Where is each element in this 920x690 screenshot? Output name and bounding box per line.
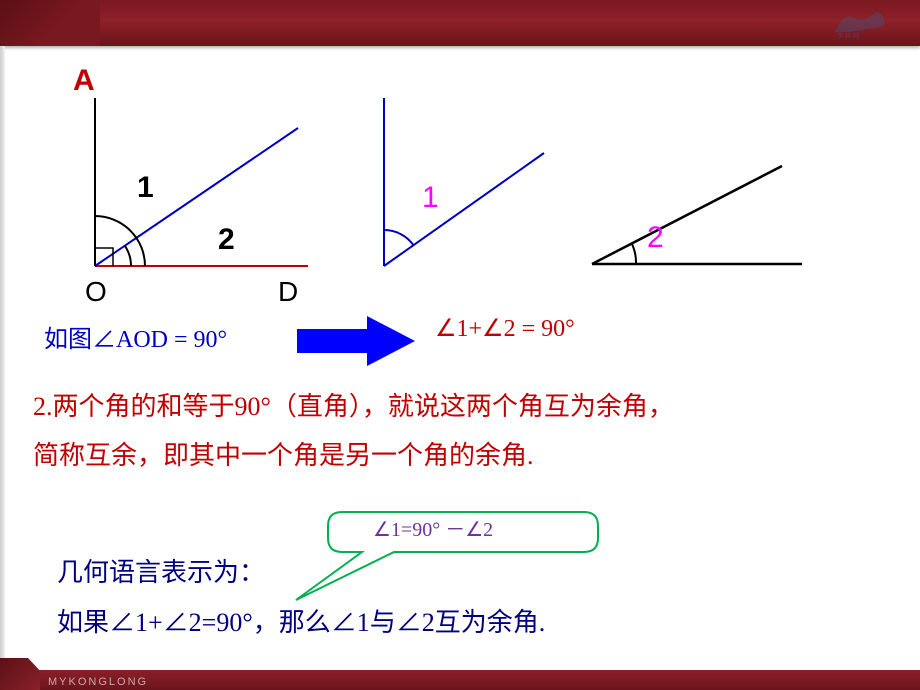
figure-2: [364, 98, 554, 278]
equation-aod: 如图∠AOD = 90°: [44, 319, 227, 354]
bottom-brand-text: MYKONGLONG: [48, 676, 148, 688]
label-D: D: [278, 276, 298, 308]
label-1-mid: 1: [422, 181, 439, 215]
svg-text:学·科·网: 学·科·网: [837, 32, 859, 40]
geo-body-join: 与: [370, 608, 396, 637]
top-band: [0, 0, 920, 46]
label-1-left: 1: [137, 171, 154, 205]
figure-3: [582, 156, 812, 276]
label-A: A: [73, 64, 95, 98]
label-2-right: 2: [647, 221, 664, 255]
geo-body-suffix: 互为余角.: [435, 608, 546, 637]
geo-body-mid2: ∠2: [396, 608, 435, 637]
definition-line2: 简称互余，即其中一个角是另一个角的余角.: [33, 441, 534, 470]
geo-language-heading: 几何语言表示为：: [57, 548, 265, 597]
figure-1: [73, 98, 323, 278]
definition-line1: 2.两个角的和等于90°（直角），就说这两个角互为余角，: [33, 392, 674, 421]
label-2-left: 2: [218, 223, 235, 257]
definition-text: 2.两个角的和等于90°（直角），就说这两个角互为余角， 简称互余，即其中一个角…: [33, 382, 893, 481]
callout-text: ∠1=90° －∠2: [373, 513, 493, 542]
equation-sum: ∠1+∠2 = 90°: [435, 314, 575, 343]
slide-content: A O D 1 2 1 2 如图∠AOD = 90° ∠1+∠2 = 90° 2…: [0, 46, 920, 670]
geo-language-body: 如果∠1+∠2=90°，那么∠1与∠2互为余角.: [57, 598, 545, 647]
label-O: O: [85, 276, 107, 308]
logo-icon: 学·科·网: [825, 4, 905, 40]
geo-body-mid: ∠1: [331, 608, 370, 637]
geo-body-prefix: 如果∠1+∠2=90°，那么: [57, 608, 331, 637]
arrow-icon: [297, 316, 417, 366]
